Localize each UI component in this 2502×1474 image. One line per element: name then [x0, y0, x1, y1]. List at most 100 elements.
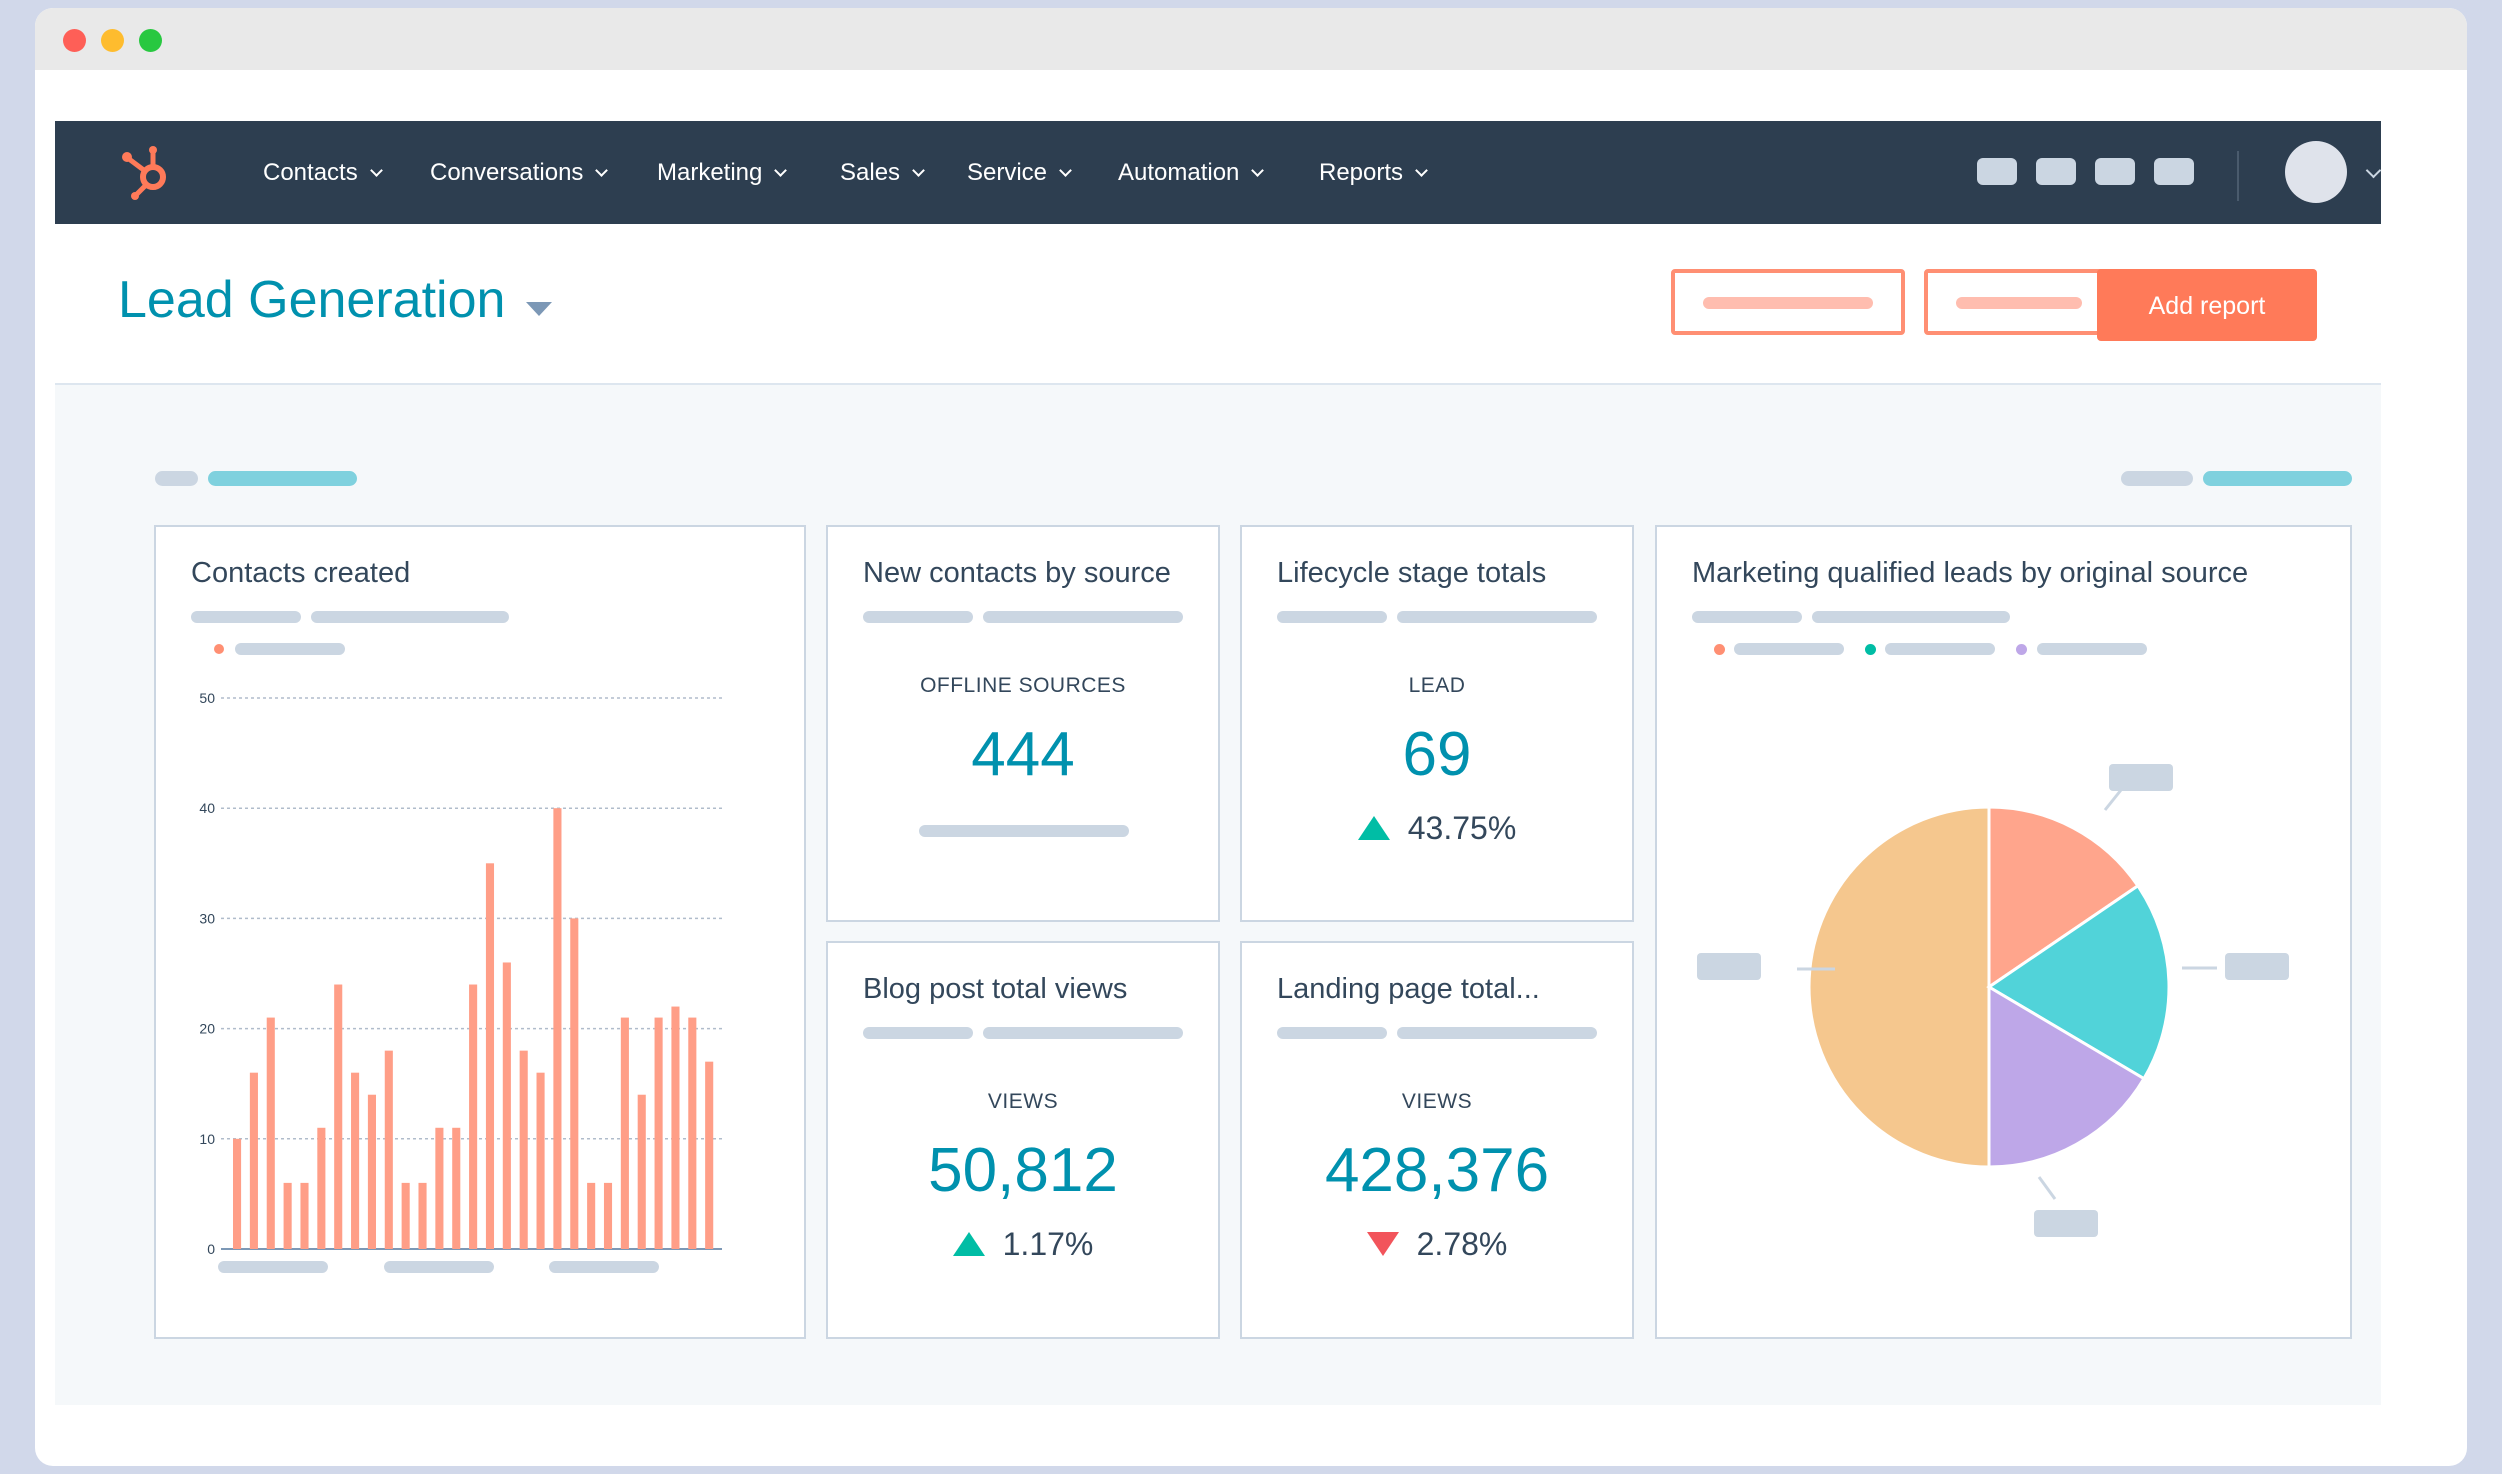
slice-label-placeholder [2225, 953, 2289, 980]
y-tick-label: 0 [207, 1241, 215, 1257]
filter-placeholder[interactable] [155, 471, 198, 486]
bar[interactable] [469, 984, 478, 1249]
page-title[interactable]: Lead Generation [118, 271, 506, 329]
blog-views-card[interactable]: Blog post total views VIEWS 50,812 1.17% [826, 941, 1220, 1339]
slice-label-placeholder [1697, 953, 1761, 980]
kpi-change: 2.78% [1242, 1226, 1632, 1263]
nav-utility-button[interactable] [2036, 158, 2076, 185]
legend-label-placeholder [2037, 643, 2147, 655]
nav-marketing[interactable]: Marketing [657, 121, 788, 224]
nav-utility-button[interactable] [2095, 158, 2135, 185]
chevron-down-icon [369, 164, 383, 177]
hubspot-sprocket-icon[interactable] [117, 139, 181, 203]
nav-contacts[interactable]: Contacts [263, 121, 383, 224]
button-label-placeholder [1703, 297, 1873, 309]
bar[interactable] [435, 1127, 444, 1249]
bar[interactable] [351, 1072, 360, 1249]
nav-service[interactable]: Service [967, 121, 1072, 224]
y-tick-label: 20 [199, 1021, 215, 1037]
mql-by-source-card[interactable]: Marketing qualified leads by original so… [1655, 525, 2352, 1339]
caret-down-icon[interactable] [526, 302, 552, 316]
nav-divider [2237, 151, 2239, 201]
bar[interactable] [452, 1127, 461, 1249]
bar[interactable] [620, 1017, 629, 1249]
kpi-value: 428,376 [1324, 1136, 1550, 1205]
nav-utility-button[interactable] [2154, 158, 2194, 185]
bar[interactable] [367, 1094, 376, 1249]
subtitle-placeholder [983, 1027, 1183, 1039]
maximize-window-button[interactable] [139, 29, 162, 52]
bar[interactable] [553, 808, 562, 1249]
bar[interactable] [249, 1072, 258, 1249]
legend-label-placeholder [1885, 643, 1995, 655]
kpi-value: 69 [1402, 720, 1472, 789]
subtitle-placeholder [1277, 611, 1387, 623]
chevron-down-icon [1251, 164, 1265, 177]
nav-utility-button[interactable] [1977, 158, 2017, 185]
legend-label-placeholder [1734, 643, 1844, 655]
bar[interactable] [502, 962, 511, 1249]
bar[interactable] [266, 1017, 275, 1249]
nav-reports[interactable]: Reports [1319, 121, 1428, 224]
bar[interactable] [283, 1182, 292, 1249]
bar[interactable] [671, 1006, 680, 1249]
trend-up-icon [1357, 815, 1390, 840]
landing-page-card[interactable]: Landing page total... VIEWS 428,376 2.78… [1240, 941, 1634, 1339]
bar[interactable] [418, 1182, 427, 1249]
action-placeholder[interactable] [2121, 471, 2193, 486]
nav-sales[interactable]: Sales [840, 121, 925, 224]
nav-automation[interactable]: Automation [1118, 121, 1265, 224]
chevron-down-icon[interactable] [2365, 162, 2382, 179]
y-tick-label: 50 [199, 690, 215, 706]
bar[interactable] [401, 1182, 410, 1249]
bar[interactable] [334, 984, 343, 1249]
chevron-down-icon [774, 164, 788, 177]
filter-placeholder[interactable] [208, 471, 357, 486]
window-titlebar [35, 8, 2467, 70]
bar[interactable] [300, 1182, 309, 1249]
y-tick-label: 30 [199, 910, 215, 926]
subtitle-placeholder [1277, 1027, 1387, 1039]
bar[interactable] [705, 1061, 714, 1249]
bar[interactable] [519, 1050, 528, 1249]
legend-dot [1714, 644, 1725, 655]
add-report-button[interactable]: Add report [2097, 269, 2317, 341]
pie-slice[interactable] [1986, 883, 2171, 1081]
kpi-label: VIEWS [1401, 1090, 1473, 1113]
kpi-label: LEAD [1408, 674, 1466, 697]
new-contacts-card[interactable]: New contacts by source OFFLINE SOURCES 4… [826, 525, 1220, 922]
slice-label-placeholder [2109, 764, 2173, 791]
secondary-button[interactable] [1671, 269, 1905, 335]
legend-label-placeholder [235, 643, 345, 655]
bar[interactable] [570, 918, 579, 1249]
bar[interactable] [384, 1050, 393, 1249]
minimize-window-button[interactable] [101, 29, 124, 52]
secondary-button[interactable] [1924, 269, 2114, 335]
action-placeholder[interactable] [2203, 471, 2352, 486]
pie-slice[interactable] [1987, 984, 2146, 1169]
legend-dot [1865, 644, 1876, 655]
kpi-label: OFFLINE SOURCES [920, 674, 1126, 697]
lifecycle-card[interactable]: Lifecycle stage totals LEAD 69 43.75% [1240, 525, 1634, 922]
bar[interactable] [654, 1017, 663, 1249]
bar[interactable] [603, 1182, 613, 1249]
close-window-button[interactable] [63, 29, 86, 52]
bar[interactable] [688, 1017, 697, 1249]
chevron-down-icon [1415, 164, 1428, 177]
nav-conversations[interactable]: Conversations [430, 121, 609, 224]
bar[interactable] [637, 1094, 646, 1249]
bar[interactable] [536, 1072, 545, 1249]
bar[interactable] [233, 1138, 242, 1249]
bar[interactable] [485, 863, 495, 1249]
card-title: Landing page total... [1277, 973, 1540, 1005]
kpi-footer-placeholder [919, 825, 1129, 837]
pie-slice[interactable] [1987, 805, 2140, 990]
subtitle-placeholder [863, 1027, 973, 1039]
kpi-change: 43.75% [1242, 810, 1632, 847]
avatar[interactable] [2285, 141, 2347, 203]
pie-slice[interactable] [1807, 805, 1991, 1169]
bar[interactable] [317, 1127, 326, 1249]
contacts-created-card[interactable]: Contacts created 0 10 20 30 40 50 [154, 525, 806, 1339]
chevron-down-icon [912, 164, 925, 177]
bar[interactable] [587, 1182, 596, 1249]
